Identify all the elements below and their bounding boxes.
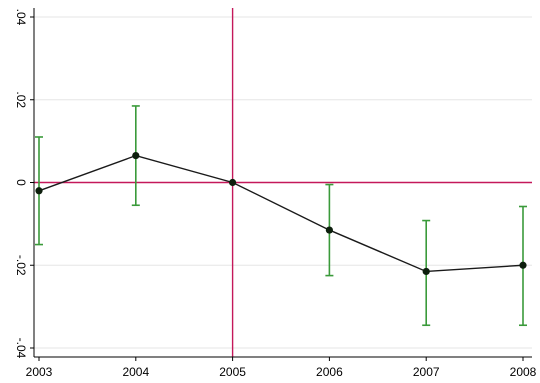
y-tick-label: -.02 [14,255,28,276]
y-tick-label: 0 [14,179,28,186]
y-tick-label: -.04 [14,338,28,359]
x-tick-label: 2005 [219,365,246,379]
x-tick-label: 2008 [510,365,537,379]
reference-lines [34,8,532,357]
x-tick-label: 2004 [122,365,149,379]
tick-labels: .04 .02 0 -.02 -.04 2003 2004 2005 2006 2007 2008 [14,9,537,379]
x-tick-label: 2006 [316,365,343,379]
series-line [38,154,524,273]
confidence-intervals [35,105,527,327]
data-point [35,187,43,195]
y-tick-label: .02 [14,91,28,108]
data-points [35,152,527,276]
data-point [422,267,430,276]
data-point [519,261,527,269]
data-point [132,152,140,160]
series-line-layer [38,154,524,273]
y-tick-label: .04 [14,9,28,26]
axes [30,8,532,361]
data-point [325,226,333,234]
x-tick-label: 2003 [26,365,53,379]
x-tick-label: 2007 [413,365,440,379]
data-point [229,178,237,187]
